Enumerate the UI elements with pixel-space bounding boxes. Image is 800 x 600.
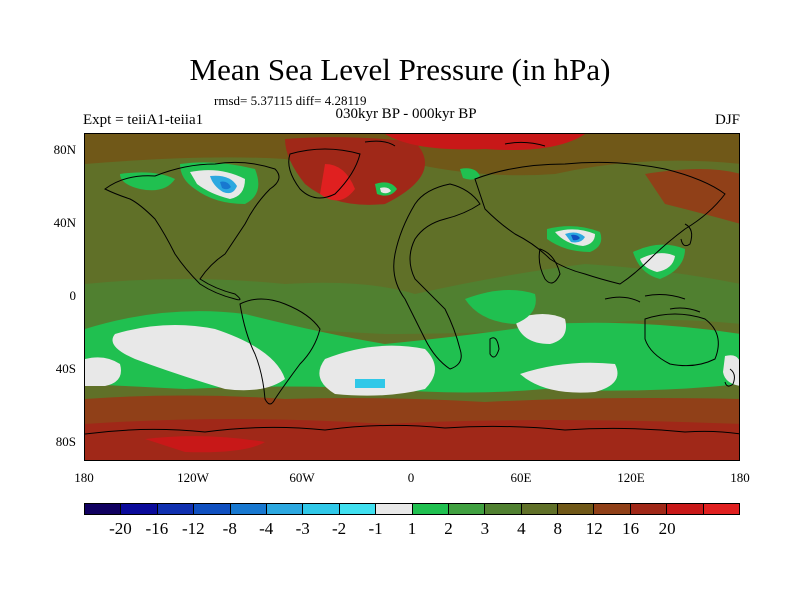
plot-title: Mean Sea Level Pressure (in hPa)	[189, 52, 611, 87]
field-arctic-high	[385, 134, 585, 150]
blob-west-pacific-white	[640, 253, 675, 272]
coast-south-america	[239, 298, 321, 405]
experiment-label: Expt = teiiA1-teiia1	[83, 112, 204, 128]
map-canvas	[85, 134, 739, 460]
blob-south-indian	[520, 362, 618, 393]
x-tick-label: 120E	[617, 470, 645, 485]
colorbar-swatch	[230, 504, 267, 514]
coast-greenland	[288, 148, 361, 199]
colorbar-label: 3	[480, 519, 490, 538]
coast-new-zealand	[724, 368, 735, 387]
colorbar-label: -12	[181, 519, 205, 538]
coast-japan	[680, 223, 693, 247]
stats-text: rmsd= 5.37115 diff= 4.28119	[214, 93, 367, 108]
colorbar-swatch	[485, 504, 522, 514]
colorbar-swatch	[521, 504, 559, 514]
field-antarctic-max	[145, 436, 265, 453]
colorbar-swatch	[448, 504, 486, 514]
coast-africa-europe	[393, 183, 481, 370]
period-subtitle: 030kyr BP - 000kyr BP	[335, 106, 477, 122]
blob-atlantic-white	[380, 187, 391, 194]
colorbar-swatch	[339, 504, 377, 514]
colorbar-label: -20	[109, 519, 132, 538]
x-tick-label: 180	[74, 470, 94, 485]
y-tick-label: 0	[69, 288, 77, 303]
colorbar-swatch	[703, 504, 740, 514]
colorbar-swatch	[630, 504, 668, 514]
colorbar-label: -4	[259, 519, 274, 538]
colorbar-label: 4	[517, 519, 526, 538]
field-africa-east-green	[465, 290, 536, 324]
coastlines	[85, 140, 739, 435]
blob-north-america-min	[220, 181, 231, 190]
y-tick-label: 40N	[53, 215, 76, 230]
colorbar-label: 1	[407, 519, 417, 538]
y-tick-label: 80N	[53, 142, 76, 157]
x-tick-label: 0	[407, 470, 415, 485]
colorbar-swatch	[157, 504, 195, 514]
x-tick-label: 60W	[289, 470, 315, 485]
colorbar-label: 12	[585, 519, 603, 538]
coast-indonesia	[604, 294, 701, 313]
field-north-pacific	[645, 169, 739, 224]
coast-arctic-islands	[364, 140, 546, 147]
colorbar-swatch	[558, 504, 595, 514]
coast-asia	[474, 161, 726, 285]
y-tick-label: 40S	[55, 361, 76, 376]
season-label: DJF	[714, 112, 740, 128]
blob-south-pacific	[112, 325, 285, 391]
blob-indian-ocean	[515, 314, 566, 344]
colorbar-swatch	[85, 504, 122, 514]
colorbar-swatch	[303, 504, 340, 514]
colorbar	[84, 503, 740, 515]
colorbar-label: 20	[658, 519, 676, 538]
colorbar-swatch	[121, 504, 158, 514]
colorbar-swatch	[376, 504, 413, 514]
blob-europe-green	[460, 168, 480, 180]
colorbar-label: -16	[145, 519, 169, 538]
colorbar-swatch	[412, 504, 449, 514]
colorbar-label: -3	[295, 519, 310, 538]
colorbar-label: 8	[553, 519, 563, 538]
colorbar-label: 16	[622, 519, 640, 538]
x-tick-label: 180	[730, 470, 750, 485]
coast-north-america	[104, 161, 280, 301]
colorbar-label: 2	[444, 519, 453, 538]
field-greenland-max	[320, 164, 355, 201]
coast-australia	[644, 313, 719, 367]
blob-south-atlantic-negative	[355, 379, 385, 388]
pressure-map	[84, 133, 740, 461]
colorbar-label: -1	[368, 519, 383, 538]
blob-tibet-min	[571, 234, 580, 241]
colorbar-label: -8	[222, 519, 237, 538]
coast-antarctica	[85, 424, 739, 435]
colorbar-label: -2	[332, 519, 347, 538]
colorbar-swatch	[194, 504, 231, 514]
x-tick-label: 60E	[510, 470, 532, 485]
x-tick-label: 120W	[177, 470, 209, 485]
colorbar-swatch	[594, 504, 631, 514]
y-tick-label: 80S	[55, 434, 76, 449]
coast-india	[538, 248, 561, 284]
blob-east-edge	[723, 355, 739, 386]
blob-south-atlantic	[319, 345, 435, 396]
coast-madagascar	[489, 337, 500, 358]
colorbar-swatch	[266, 504, 304, 514]
blob-south-pacific-west	[85, 357, 121, 386]
colorbar-swatch	[667, 504, 704, 514]
